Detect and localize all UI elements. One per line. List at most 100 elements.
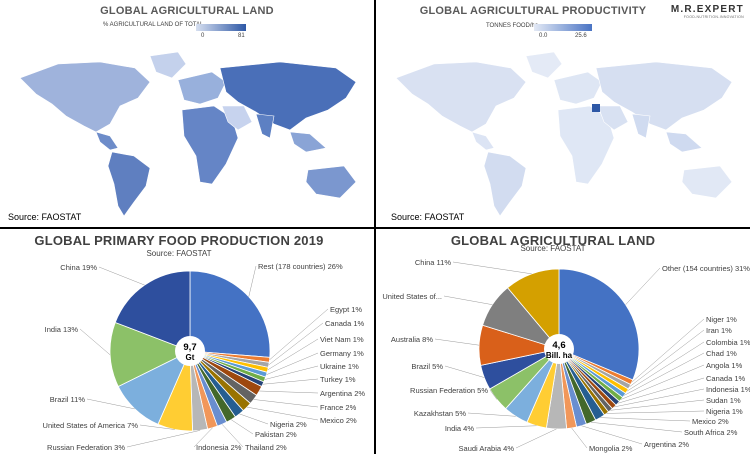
slice-label: Chad 1% [706, 349, 737, 358]
leader-line [253, 399, 319, 408]
leader-line [246, 406, 319, 421]
slice-label: Pakistan 2% [255, 430, 297, 439]
leader-line [467, 412, 516, 417]
leader-line [230, 419, 254, 435]
leader-line [266, 352, 319, 375]
leader-line [600, 417, 691, 422]
leader-line [98, 266, 145, 286]
north-america-region [395, 61, 527, 133]
slice-label: Indonesia 1% [706, 385, 750, 394]
southeast-asia-region [289, 131, 327, 153]
slice-label: Argentina 2% [644, 440, 689, 449]
slice-label: Argentina 2% [320, 389, 365, 398]
leader-line [86, 398, 135, 410]
leader-line [606, 410, 705, 414]
map-panel-productivity: GLOBAL AGRICULTURAL PRODUCTIVITY M.R.EXP… [376, 0, 750, 227]
pie-chart: Rest (178 countries) 26% Egypt 1% Canada 1… [43, 262, 366, 452]
leader-line [581, 425, 643, 445]
leader-line [139, 424, 175, 430]
australia-region [305, 165, 357, 199]
slice-label: Saudi Arabia 4% [459, 444, 515, 453]
pie-slice [109, 321, 191, 388]
leader-line [126, 430, 201, 448]
leader-line [591, 422, 683, 433]
brand-logo: M.R.EXPERT FOOD-NUTRITION-INNOVATION [671, 4, 744, 19]
map-title: GLOBAL AGRICULTURAL PRODUCTIVITY [419, 5, 647, 17]
slice-label: Russian Federation 3% [47, 443, 125, 452]
leader-line [617, 377, 705, 404]
leader-line [620, 364, 705, 400]
map-panel-agricultural-land: GLOBAL AGRICULTURAL LAND % AGRICULTURAL … [0, 0, 374, 227]
leader-line [259, 390, 319, 394]
chart-title: GLOBAL AGRICULTURAL LAND [450, 233, 656, 248]
slice-label: Iran 1% [706, 326, 732, 335]
slice-label: Mexico 2% [692, 417, 729, 426]
leader-line [268, 322, 324, 366]
slice-label: Thailand 2% [245, 443, 287, 452]
europe-region [177, 71, 227, 105]
legend-min: 0 [201, 33, 205, 39]
center-unit: Bill. ha [546, 351, 573, 360]
asia-region [219, 61, 357, 131]
chart-title: GLOBAL PRIMARY FOOD PRODUCTION 2019 [34, 233, 324, 248]
slice-label: Ukraine 1% [320, 362, 359, 371]
world-map [19, 51, 357, 217]
egypt-region [592, 104, 600, 112]
central-america-region [95, 131, 119, 151]
chart-subtitle: Source: FAOSTAT [146, 249, 212, 258]
africa-region [181, 105, 239, 185]
color-scale-bar [196, 24, 246, 31]
leader-line [444, 365, 485, 378]
leader-line [489, 389, 498, 400]
slice-label: Colombia 1% [706, 338, 750, 347]
greenland-region [525, 51, 563, 79]
asia-region [595, 61, 733, 131]
slice-label: China 19% [60, 263, 97, 272]
slice-label: United States of America 7% [43, 421, 139, 430]
legend-title: TONNES FOOD/ha [486, 23, 539, 29]
south-america-region [483, 151, 527, 217]
pie-panel-food-production: GLOBAL PRIMARY FOOD PRODUCTION 2019 Sour… [0, 229, 374, 454]
europe-region [553, 71, 603, 105]
legend-min: 0.0 [539, 33, 548, 39]
slice-label: China 11% [415, 258, 451, 267]
pie-slice [507, 268, 560, 351]
pie-slice [189, 270, 271, 358]
slice-label: Sudan 1% [706, 396, 741, 405]
greenland-region [149, 51, 187, 79]
slice-label: Canada 1% [706, 374, 746, 383]
middle-east-region [221, 105, 253, 131]
slice-label: Nigeria 2% [270, 420, 307, 429]
slice-label: Canada 1% [325, 319, 365, 328]
slice-label: Mexico 2% [320, 416, 357, 425]
world-map [395, 51, 733, 217]
leader-line [434, 338, 480, 346]
color-scale-bar [534, 24, 592, 31]
india-region [255, 113, 275, 139]
center-circle [544, 334, 574, 364]
leader-line [267, 338, 319, 371]
legend-max: 25.6 [575, 33, 587, 39]
india-region [631, 113, 651, 139]
legend-title: % AGRICULTURAL LAND OF TOTAL [103, 22, 204, 28]
slice-label: Indonesia 2% [196, 443, 242, 452]
leader-line [221, 424, 244, 448]
slice-label: Egypt 1% [330, 305, 362, 314]
middle-east-region [597, 105, 629, 131]
pie-slice [558, 268, 640, 381]
leader-line [629, 329, 705, 387]
leader-line [626, 341, 705, 392]
leader-line [193, 427, 213, 448]
leader-line [610, 399, 705, 411]
leader-line [475, 425, 537, 429]
brand-name: M.R.EXPERT [670, 4, 744, 15]
leader-line [614, 388, 705, 408]
slice-label: Nigeria 1% [706, 407, 743, 416]
slice-label: Russian Federation 5% [410, 386, 488, 395]
leader-line [262, 378, 319, 385]
australia-region [681, 165, 733, 199]
center-value: 4,6 [552, 340, 565, 351]
slice-label: France 2% [320, 403, 357, 412]
leader-line [452, 261, 532, 275]
leader-line [571, 427, 588, 449]
